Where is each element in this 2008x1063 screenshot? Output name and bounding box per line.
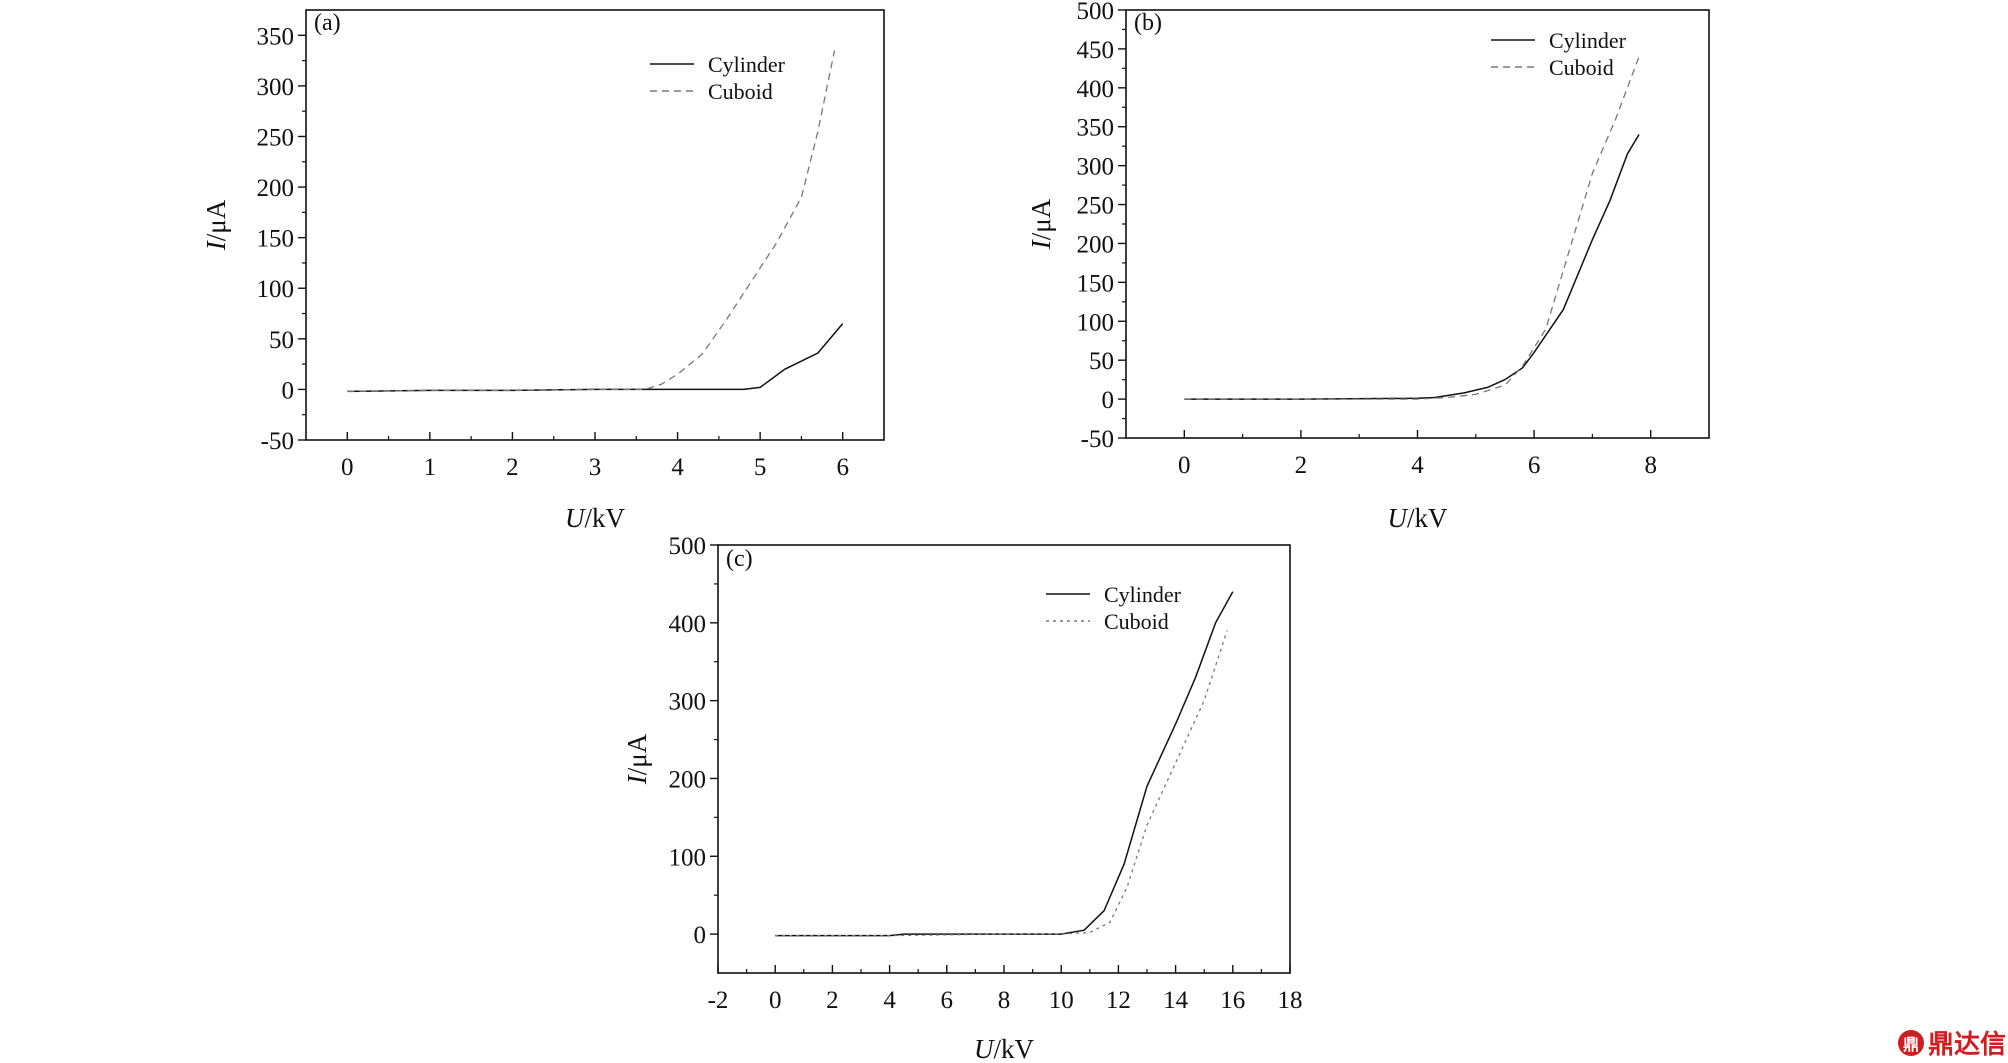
x-tick-label: 6: [941, 987, 954, 1014]
y-axis-title: I/μA: [622, 733, 652, 785]
x-tick-label: 2: [506, 454, 519, 481]
y-tick-label: 100: [1077, 309, 1115, 336]
x-tick-label: 6: [1528, 452, 1541, 479]
plot-frame: [1125, 9, 1710, 439]
y-tick-label: 200: [1077, 231, 1115, 258]
series-line-cylinder: [775, 591, 1234, 937]
x-tick-label: 18: [1278, 987, 1303, 1014]
x-tick-label: 0: [341, 454, 354, 481]
x-axis-title: U/kV: [974, 1034, 1035, 1063]
y-tick-label: 100: [257, 276, 295, 303]
x-tick-label: 2: [826, 987, 839, 1014]
y-tick-label: 250: [257, 124, 295, 151]
y-axis-title: I/μA: [1026, 198, 1056, 250]
y-tick-label: -50: [1081, 426, 1114, 453]
legend-label-cylinder: Cylinder: [1104, 582, 1182, 607]
x-tick-label: 6: [836, 454, 849, 481]
x-axis-title: U/kV: [565, 503, 626, 533]
y-tick-label: 150: [257, 226, 295, 253]
legend-label-cuboid: Cuboid: [1104, 609, 1169, 634]
chart-panel-a: 0 1 2 3 4 5 6 -50 0 50 100 150 200 250 300 350 CylinderC…: [201, 9, 885, 533]
panel-label: (b): [1134, 10, 1162, 36]
series-line-cuboid: [1184, 56, 1640, 400]
x-tick-label: 12: [1106, 987, 1131, 1014]
chart-panel-c: -2 0 2 4 6 8 10 12 14 16 18 0 100 200 300 400 500 Cylinde…: [622, 533, 1303, 1063]
plot-frame: [305, 9, 885, 441]
watermark-text: 鼎达信: [1927, 1030, 2006, 1060]
y-tick-label: 300: [669, 689, 707, 716]
x-tick-label: 4: [1411, 452, 1424, 479]
legend-label-cylinder: Cylinder: [708, 52, 786, 77]
x-tick-label: 3: [589, 454, 602, 481]
y-tick-label: 0: [694, 922, 707, 949]
y-tick-label: 50: [1089, 348, 1114, 375]
y-axis-title: I/μA: [201, 199, 231, 251]
x-tick-label: 14: [1163, 987, 1189, 1014]
panel-label: (c): [726, 546, 753, 572]
y-tick-label: 200: [257, 175, 295, 202]
series-line-cuboid: [347, 50, 836, 393]
y-tick-label: 0: [282, 377, 295, 404]
x-tick-label: 10: [1049, 987, 1074, 1014]
y-tick-label: 350: [257, 23, 295, 50]
y-tick-label: 500: [1077, 0, 1115, 25]
x-tick-label: 8: [1644, 452, 1657, 479]
y-tick-label: 100: [669, 844, 707, 871]
y-tick-label: 300: [1077, 154, 1115, 181]
legend-label-cylinder: Cylinder: [1549, 28, 1627, 53]
y-tick-label: 0: [1102, 387, 1115, 414]
x-tick-label: 0: [1178, 452, 1191, 479]
y-tick-label: 250: [1077, 193, 1115, 220]
plot-frame: [717, 544, 1291, 974]
x-tick-label: -2: [708, 987, 729, 1014]
series-line-cylinder: [347, 323, 844, 393]
y-tick-label: 500: [669, 533, 707, 560]
x-tick-label: 2: [1295, 452, 1308, 479]
y-tick-label: 150: [1077, 270, 1115, 297]
watermark-logo-icon: 鼎: [1897, 1029, 1924, 1056]
x-tick-label: 4: [671, 454, 684, 481]
x-tick-label: 16: [1220, 987, 1245, 1014]
x-axis-title: U/kV: [1388, 503, 1449, 533]
x-tick-label: 5: [754, 454, 767, 481]
y-tick-label: 200: [669, 766, 707, 793]
legend-label-cuboid: Cuboid: [1549, 55, 1614, 80]
y-tick-label: 350: [1077, 115, 1115, 142]
series-line-cuboid: [775, 630, 1228, 937]
y-tick-label: 50: [269, 327, 294, 354]
y-tick-label: 300: [257, 74, 295, 101]
x-tick-label: 1: [424, 454, 437, 481]
legend-label-cuboid: Cuboid: [708, 79, 773, 104]
x-tick-label: 4: [883, 987, 896, 1014]
panel-label: (a): [314, 10, 341, 36]
series-line-cylinder: [1184, 134, 1640, 400]
watermark: 鼎 鼎达信: [1897, 1024, 2006, 1061]
y-tick-label: 400: [1077, 76, 1115, 103]
y-tick-label: 400: [669, 611, 707, 638]
y-tick-label: 450: [1077, 37, 1115, 64]
x-tick-label: 0: [769, 987, 782, 1014]
chart-panel-b: 0 2 4 6 8 -50 0 50 100 150 200 250 300 350 400 450 500 Cy…: [1026, 0, 1710, 533]
y-tick-label: -50: [261, 428, 294, 455]
x-tick-label: 8: [998, 987, 1011, 1014]
